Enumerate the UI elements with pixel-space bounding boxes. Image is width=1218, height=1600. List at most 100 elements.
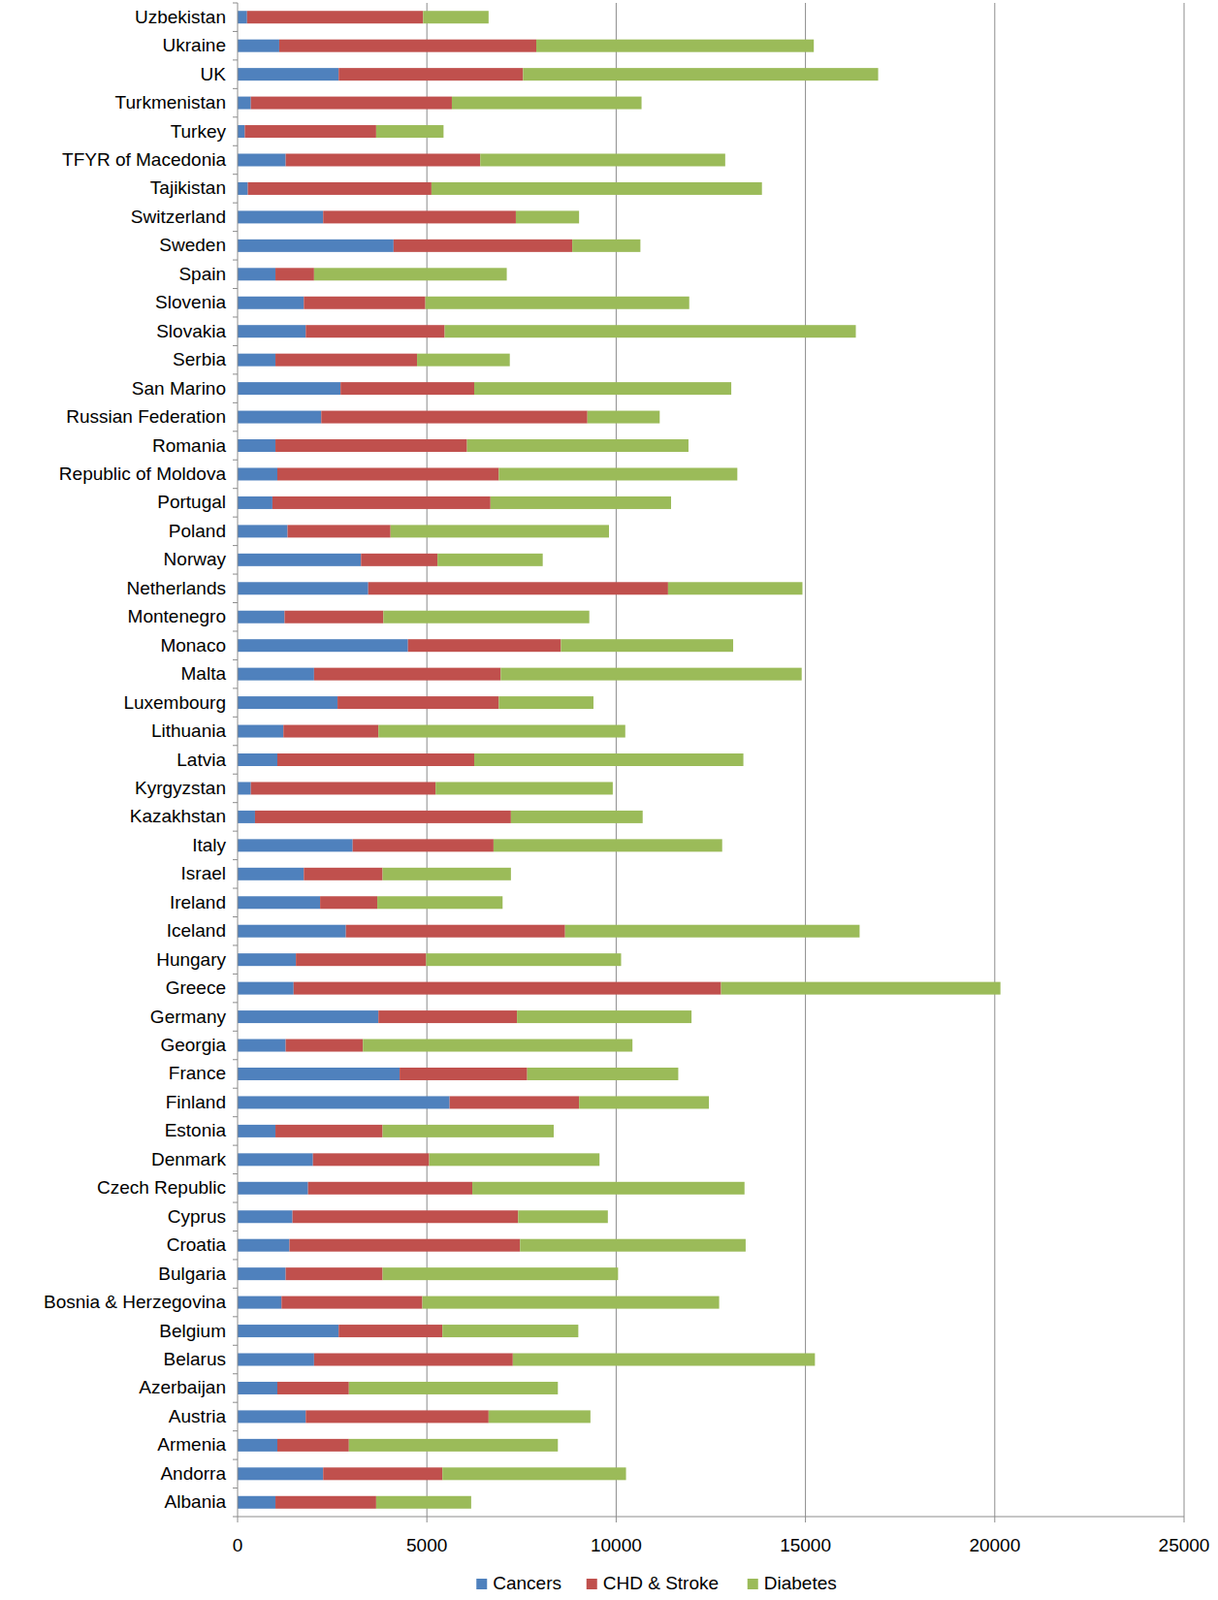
legend-swatch bbox=[476, 1578, 487, 1590]
bar-segment bbox=[560, 639, 734, 652]
bar-segment bbox=[281, 1296, 422, 1310]
bar-segment bbox=[442, 1324, 578, 1338]
bar-segment bbox=[237, 639, 409, 652]
category-label: Uzbekistan bbox=[134, 6, 226, 28]
bar-segment bbox=[349, 1439, 559, 1452]
bar-segment bbox=[360, 553, 438, 567]
category-tick bbox=[232, 659, 238, 661]
x-tick bbox=[615, 1516, 617, 1523]
bar-segment bbox=[376, 1496, 472, 1509]
legend-label: Cancers bbox=[492, 1572, 562, 1594]
category-tick bbox=[232, 944, 238, 946]
bar-segment bbox=[295, 953, 426, 966]
category-tick bbox=[232, 773, 238, 775]
bar-segment bbox=[516, 1010, 692, 1024]
bar-segment bbox=[237, 581, 369, 595]
bar-segment bbox=[237, 867, 304, 881]
x-tick-label: 0 bbox=[232, 1535, 244, 1556]
bar-segment bbox=[279, 39, 537, 53]
category-tick bbox=[232, 116, 238, 118]
bar-segment bbox=[283, 725, 379, 738]
bar-segment bbox=[237, 353, 276, 367]
bar-segment bbox=[346, 925, 566, 938]
category-tick bbox=[232, 1487, 238, 1489]
bar-segment bbox=[237, 1010, 379, 1024]
bar-segment bbox=[314, 267, 508, 281]
bar-segment bbox=[408, 639, 562, 652]
category-label: Iceland bbox=[166, 920, 226, 941]
category-label: Germany bbox=[150, 1006, 227, 1027]
category-tick bbox=[232, 230, 238, 232]
category-label: Luxembourg bbox=[123, 692, 226, 713]
bar-segment bbox=[474, 753, 744, 767]
category-tick bbox=[232, 173, 238, 175]
category-label: Bosnia & Herzegovina bbox=[43, 1291, 226, 1313]
category-label: Austria bbox=[168, 1406, 227, 1427]
bar-segment bbox=[272, 496, 491, 510]
bar-segment bbox=[237, 1296, 282, 1310]
category-tick bbox=[232, 1430, 238, 1432]
bar-segment bbox=[376, 125, 444, 138]
bar-segment bbox=[368, 581, 669, 595]
bar-segment bbox=[383, 867, 512, 881]
bar-segment bbox=[237, 125, 245, 138]
bar-segment bbox=[288, 1239, 520, 1252]
x-tick-label: 25000 bbox=[1158, 1535, 1211, 1556]
bar-segment bbox=[314, 1353, 513, 1367]
x-tick-label: 20000 bbox=[968, 1535, 1021, 1556]
grid-line bbox=[804, 2, 806, 1517]
bar-segment bbox=[237, 1210, 293, 1223]
bar-segment bbox=[237, 1410, 306, 1423]
category-tick bbox=[232, 687, 238, 689]
bar-segment bbox=[237, 725, 284, 738]
bar-segment bbox=[237, 39, 280, 53]
category-label: Republic of Moldova bbox=[59, 463, 227, 484]
category-tick bbox=[232, 259, 238, 261]
legend: CancersCHD & StrokeDiabetes bbox=[476, 1572, 837, 1594]
bars bbox=[237, 10, 1001, 1509]
bar-segment bbox=[314, 668, 501, 681]
bar-segment bbox=[237, 838, 353, 852]
grid-line bbox=[1184, 2, 1186, 1517]
category-tick bbox=[232, 1116, 238, 1118]
bar-segment bbox=[248, 182, 432, 195]
category-tick bbox=[232, 1402, 238, 1404]
category-label: Romania bbox=[152, 435, 226, 456]
bar-segment bbox=[490, 496, 672, 510]
category-tick bbox=[232, 2, 238, 4]
bar-segment bbox=[237, 67, 339, 81]
bar-segment bbox=[340, 382, 475, 395]
bar-segment bbox=[237, 553, 361, 567]
y-axis bbox=[237, 2, 239, 1517]
bar-segment bbox=[237, 1496, 276, 1509]
x-tick-label: 10000 bbox=[590, 1535, 642, 1556]
bar-segment bbox=[237, 411, 321, 424]
bar-segment bbox=[313, 1153, 430, 1166]
category-tick bbox=[232, 859, 238, 861]
bar-segment bbox=[383, 610, 589, 624]
category-tick bbox=[232, 145, 238, 147]
x-axis bbox=[237, 1516, 1185, 1518]
category-label: Belgium bbox=[159, 1320, 226, 1342]
category-label: Azerbaijan bbox=[138, 1377, 226, 1398]
category-tick bbox=[232, 1459, 238, 1461]
category-tick bbox=[232, 31, 238, 33]
bar-segment bbox=[472, 1182, 745, 1195]
bar-segment bbox=[536, 39, 814, 53]
bar-segment bbox=[275, 1124, 383, 1138]
bar-segment bbox=[422, 1296, 720, 1310]
bar-segment bbox=[237, 953, 296, 966]
bar-segment bbox=[442, 1467, 626, 1480]
bar-segment bbox=[474, 382, 732, 395]
bar-segment bbox=[237, 781, 252, 795]
category-label: Switzerland bbox=[130, 206, 226, 227]
category-label: Lithuania bbox=[151, 720, 227, 741]
category-label: Albania bbox=[164, 1491, 227, 1512]
category-label: Ukraine bbox=[162, 34, 226, 56]
category-label: Bulgaria bbox=[158, 1263, 226, 1284]
category-tick bbox=[232, 831, 238, 833]
category-label: Turkey bbox=[170, 121, 227, 142]
bar-segment bbox=[237, 153, 287, 166]
category-label: Armenia bbox=[157, 1434, 226, 1455]
category-label: Russian Federation bbox=[65, 406, 226, 427]
